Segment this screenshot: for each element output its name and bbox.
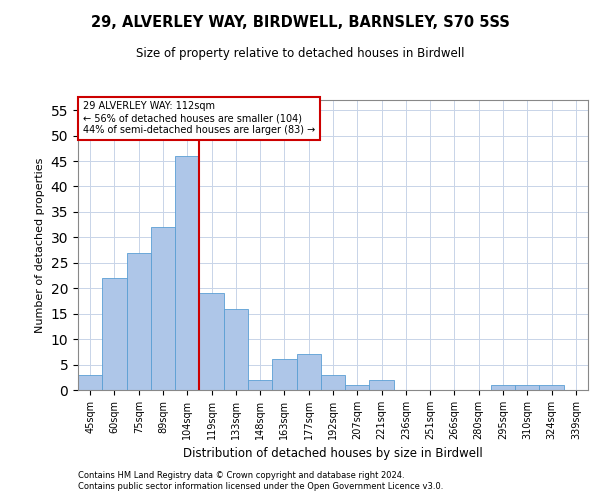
Bar [491, 385, 515, 390]
Bar [539, 385, 564, 390]
Bar [515, 385, 539, 390]
Bar [199, 294, 224, 390]
Bar [370, 380, 394, 390]
Bar [102, 278, 127, 390]
Bar [127, 252, 151, 390]
Text: 29 ALVERLEY WAY: 112sqm
← 56% of detached houses are smaller (104)
44% of semi-d: 29 ALVERLEY WAY: 112sqm ← 56% of detache… [83, 102, 316, 134]
Bar [248, 380, 272, 390]
Y-axis label: Number of detached properties: Number of detached properties [35, 158, 45, 332]
Bar [296, 354, 321, 390]
Text: Contains HM Land Registry data © Crown copyright and database right 2024.: Contains HM Land Registry data © Crown c… [78, 470, 404, 480]
Text: 29, ALVERLEY WAY, BIRDWELL, BARNSLEY, S70 5SS: 29, ALVERLEY WAY, BIRDWELL, BARNSLEY, S7… [91, 15, 509, 30]
X-axis label: Distribution of detached houses by size in Birdwell: Distribution of detached houses by size … [183, 448, 483, 460]
Bar [151, 227, 175, 390]
Bar [78, 374, 102, 390]
Bar [321, 374, 345, 390]
Text: Contains public sector information licensed under the Open Government Licence v3: Contains public sector information licen… [78, 482, 443, 491]
Text: Size of property relative to detached houses in Birdwell: Size of property relative to detached ho… [136, 48, 464, 60]
Bar [175, 156, 199, 390]
Bar [345, 385, 370, 390]
Bar [224, 308, 248, 390]
Bar [272, 360, 296, 390]
